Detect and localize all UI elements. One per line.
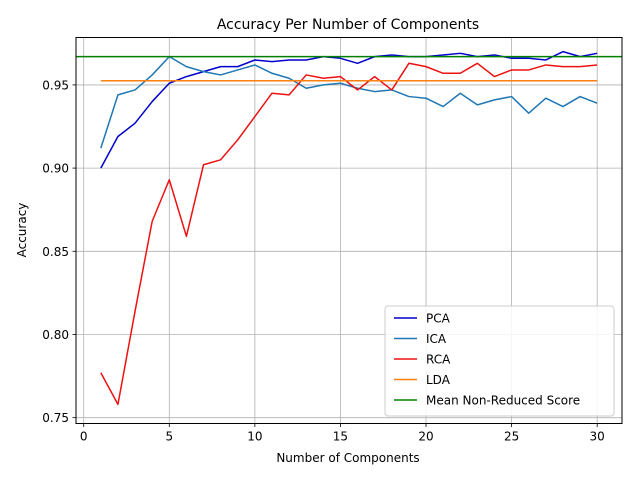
x-tick-label: 30: [590, 430, 605, 444]
series-line-ica: [100, 55, 598, 149]
legend-label: LDA: [426, 373, 451, 387]
legend-box: [384, 305, 615, 417]
y-tick-label: 0.90: [42, 162, 69, 176]
x-tick-label: 25: [504, 430, 519, 444]
legend-label: ICA: [426, 332, 447, 346]
x-tick-label: 15: [333, 430, 348, 444]
plot-frame: [75, 37, 623, 424]
legend-label: Mean Non-Reduced Score: [426, 394, 580, 408]
series-lines: [76, 50, 622, 406]
axis-ticks: 0 5 10 15 20 25 30 0.75 0.80 0.85 0.90 0.95: [42, 78, 605, 443]
series-line-rca: [100, 62, 598, 406]
legend: PCA ICA RCA LDA Mean Non-Reduced Score: [384, 305, 615, 417]
legend-label: PCA: [426, 312, 451, 326]
y-tick-label: 0.80: [42, 328, 69, 342]
y-axis-title: Accuracy: [15, 203, 29, 258]
x-tick-label: 10: [247, 430, 262, 444]
x-tick-label: 20: [418, 430, 433, 444]
grid: [76, 37, 622, 424]
y-tick-label: 0.95: [42, 78, 69, 92]
y-tick-label: 0.75: [42, 411, 69, 425]
series-line-pca: [100, 50, 598, 169]
chart-title: Accuracy Per Number of Components: [217, 17, 479, 33]
x-tick-label: 0: [80, 430, 88, 444]
x-tick-label: 5: [165, 430, 173, 444]
x-axis-title: Number of Components: [276, 451, 419, 465]
legend-label: RCA: [426, 353, 451, 367]
y-tick-label: 0.85: [42, 245, 69, 259]
